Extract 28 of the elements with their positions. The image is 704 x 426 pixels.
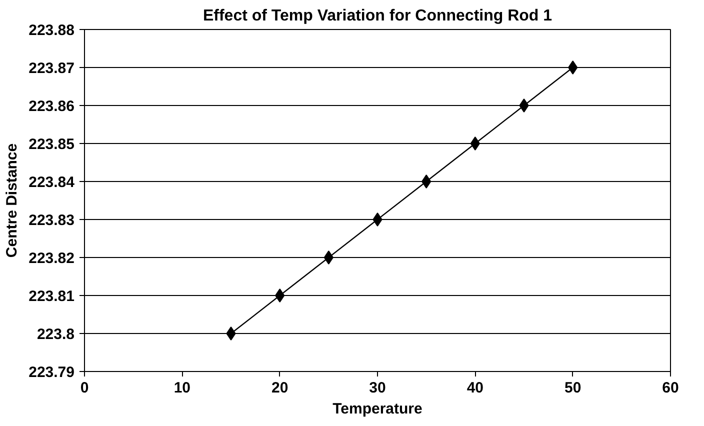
y-axis-title: Centre Distance [4, 143, 21, 258]
point [324, 250, 334, 264]
point [422, 174, 432, 188]
point [226, 326, 236, 340]
y-tick-label: 223.81 [28, 288, 75, 305]
x-tick-label: 0 [80, 380, 89, 396]
x-axis-title: Temperature [332, 400, 422, 418]
chart-title: Effect of Temp Variation for Connecting Rod 1 [202, 8, 552, 24]
x-tick-label: 20 [271, 380, 288, 396]
y-tick-label: 223.85 [28, 136, 75, 153]
x-tick-label: 30 [369, 380, 386, 396]
x-tick-label: 60 [662, 380, 679, 396]
x-tick-label: 40 [466, 380, 484, 396]
point [372, 212, 382, 226]
y-tick-label: 223.82 [28, 250, 75, 267]
point [519, 98, 529, 112]
y-tick-label: 223.87 [28, 60, 75, 77]
x-tick-label: 10 [174, 380, 191, 396]
y-tick-label: 223.84 [28, 174, 76, 191]
y-tick-label: 223.83 [28, 212, 75, 229]
point [275, 288, 285, 302]
y-tick-label: 223.8 [36, 326, 75, 343]
y-tick-label: 223.88 [28, 22, 75, 39]
point [470, 136, 480, 150]
y-tick-label: 223.86 [28, 98, 75, 115]
x-tick-label: 50 [564, 380, 582, 396]
y-tick-label: 223.79 [28, 364, 75, 381]
point [568, 60, 578, 74]
